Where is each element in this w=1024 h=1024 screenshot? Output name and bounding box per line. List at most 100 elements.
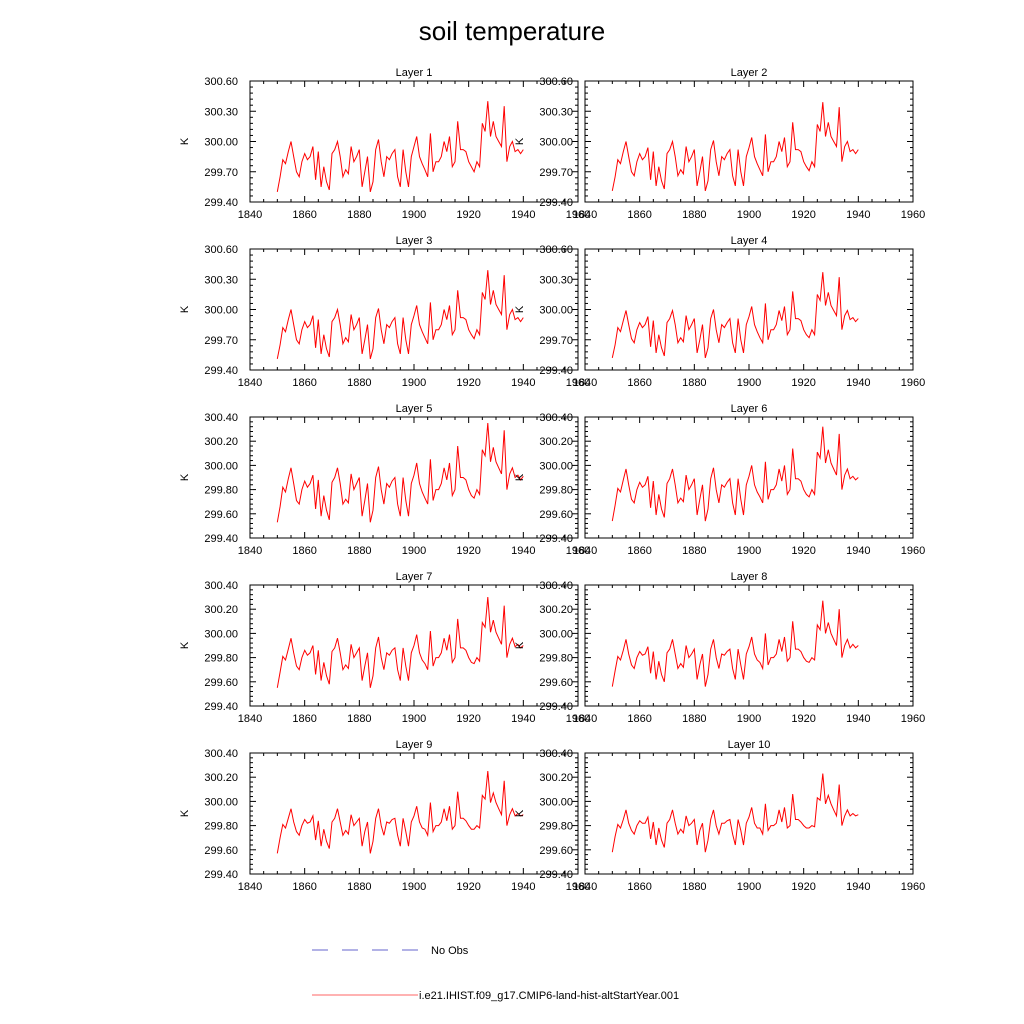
y-tick-label: 299.80 — [204, 653, 238, 665]
y-axis-label: K — [179, 305, 191, 313]
y-tick-label: 299.40 — [539, 365, 573, 377]
x-tick-label: 1880 — [682, 209, 706, 221]
y-tick-label: 299.60 — [204, 845, 238, 857]
series-line — [276, 270, 524, 360]
plot-frame — [249, 416, 579, 539]
x-tick-label: 1840 — [238, 209, 262, 221]
series-line — [276, 101, 524, 193]
y-tick-label: 300.60 — [204, 76, 238, 88]
y-tick-label: 299.40 — [204, 365, 238, 377]
y-tick-label: 299.70 — [204, 167, 238, 179]
x-tick-label: 1840 — [573, 881, 597, 893]
series-line — [611, 773, 859, 853]
y-tick-label: 300.60 — [204, 244, 238, 256]
x-tick-label: 1860 — [627, 377, 651, 389]
plot-frame — [584, 248, 914, 371]
x-tick-label: 1840 — [238, 713, 262, 725]
y-tick-label: 299.80 — [204, 485, 238, 497]
panel-title: Layer 6 — [731, 403, 768, 415]
x-tick-label: 1860 — [627, 713, 651, 725]
y-tick-label: 300.20 — [204, 772, 238, 784]
x-tick-label: 1900 — [402, 209, 426, 221]
y-tick-label: 300.00 — [204, 628, 238, 640]
x-tick-label: 1940 — [511, 209, 535, 221]
y-tick-label: 300.00 — [204, 796, 238, 808]
y-tick-label: 300.00 — [204, 137, 238, 149]
y-tick-label: 300.40 — [539, 580, 573, 592]
x-tick-label: 1880 — [682, 377, 706, 389]
series-line — [276, 597, 524, 688]
y-tick-label: 300.00 — [539, 460, 573, 472]
series-line — [611, 600, 859, 687]
x-tick-label: 1860 — [292, 881, 316, 893]
x-tick-label: 1900 — [737, 209, 761, 221]
y-tick-label: 300.60 — [539, 244, 573, 256]
x-tick-label: 1940 — [511, 545, 535, 557]
y-axis-label: K — [514, 641, 526, 649]
x-tick-label: 1880 — [347, 545, 371, 557]
x-tick-label: 1940 — [846, 713, 870, 725]
panel-title: Layer 7 — [396, 571, 433, 583]
y-tick-label: 299.40 — [539, 701, 573, 713]
y-tick-label: 300.60 — [539, 76, 573, 88]
y-tick-label: 300.40 — [539, 748, 573, 760]
x-tick-label: 1860 — [627, 545, 651, 557]
y-tick-label: 300.00 — [204, 305, 238, 317]
y-tick-label: 299.40 — [539, 533, 573, 545]
y-tick-label: 300.00 — [204, 460, 238, 472]
legend-no-obs-label: No Obs — [431, 945, 469, 957]
x-tick-label: 1960 — [566, 881, 590, 893]
x-tick-label: 1840 — [573, 713, 597, 725]
y-axis-label: K — [179, 473, 191, 481]
x-tick-label: 1920 — [791, 545, 815, 557]
legend: No Obs i.e21.IHIST.f09_g17.CMIP6-land-hi… — [312, 945, 679, 1002]
plot-frame — [584, 80, 914, 203]
x-tick-label: 1920 — [791, 713, 815, 725]
series-line — [611, 426, 859, 522]
series-line — [276, 771, 524, 854]
y-tick-label: 299.70 — [204, 335, 238, 347]
series-line — [611, 272, 859, 359]
x-tick-label: 1900 — [737, 713, 761, 725]
y-tick-label: 300.40 — [204, 412, 238, 424]
y-tick-label: 300.30 — [204, 274, 238, 286]
x-tick-label: 1920 — [456, 713, 480, 725]
x-tick-label: 1860 — [627, 881, 651, 893]
y-tick-label: 299.40 — [204, 869, 238, 881]
plot-frame — [584, 752, 914, 875]
y-tick-label: 299.40 — [204, 533, 238, 545]
legend-model-label: i.e21.IHIST.f09_g17.CMIP6-land-hist-altS… — [419, 990, 679, 1002]
x-tick-label: 1860 — [292, 545, 316, 557]
x-tick-label: 1960 — [901, 545, 925, 557]
x-tick-label: 1880 — [347, 713, 371, 725]
y-tick-label: 299.80 — [539, 653, 573, 665]
x-tick-label: 1880 — [682, 881, 706, 893]
y-axis-label: K — [514, 473, 526, 481]
y-tick-label: 299.60 — [204, 677, 238, 689]
x-tick-label: 1960 — [901, 209, 925, 221]
x-tick-label: 1900 — [402, 545, 426, 557]
panel-title: Layer 4 — [731, 235, 768, 247]
y-tick-label: 299.80 — [539, 821, 573, 833]
x-tick-label: 1960 — [901, 713, 925, 725]
x-tick-label: 1960 — [566, 377, 590, 389]
panel-title: Layer 10 — [728, 739, 771, 751]
y-tick-label: 300.40 — [204, 748, 238, 760]
y-tick-label: 299.60 — [539, 509, 573, 521]
y-tick-label: 300.00 — [539, 305, 573, 317]
y-tick-label: 300.00 — [539, 796, 573, 808]
x-tick-label: 1840 — [573, 209, 597, 221]
x-tick-label: 1860 — [627, 209, 651, 221]
panel-title: Layer 5 — [396, 403, 433, 415]
x-tick-label: 1880 — [682, 713, 706, 725]
y-tick-label: 300.20 — [204, 604, 238, 616]
